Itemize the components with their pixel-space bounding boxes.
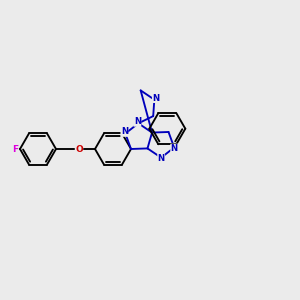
Text: N: N — [171, 144, 178, 153]
Text: N: N — [158, 154, 165, 163]
Text: N: N — [134, 117, 141, 126]
Text: N: N — [121, 128, 128, 136]
Text: F: F — [12, 145, 18, 154]
Text: O: O — [75, 145, 83, 154]
Text: N: N — [152, 94, 159, 103]
